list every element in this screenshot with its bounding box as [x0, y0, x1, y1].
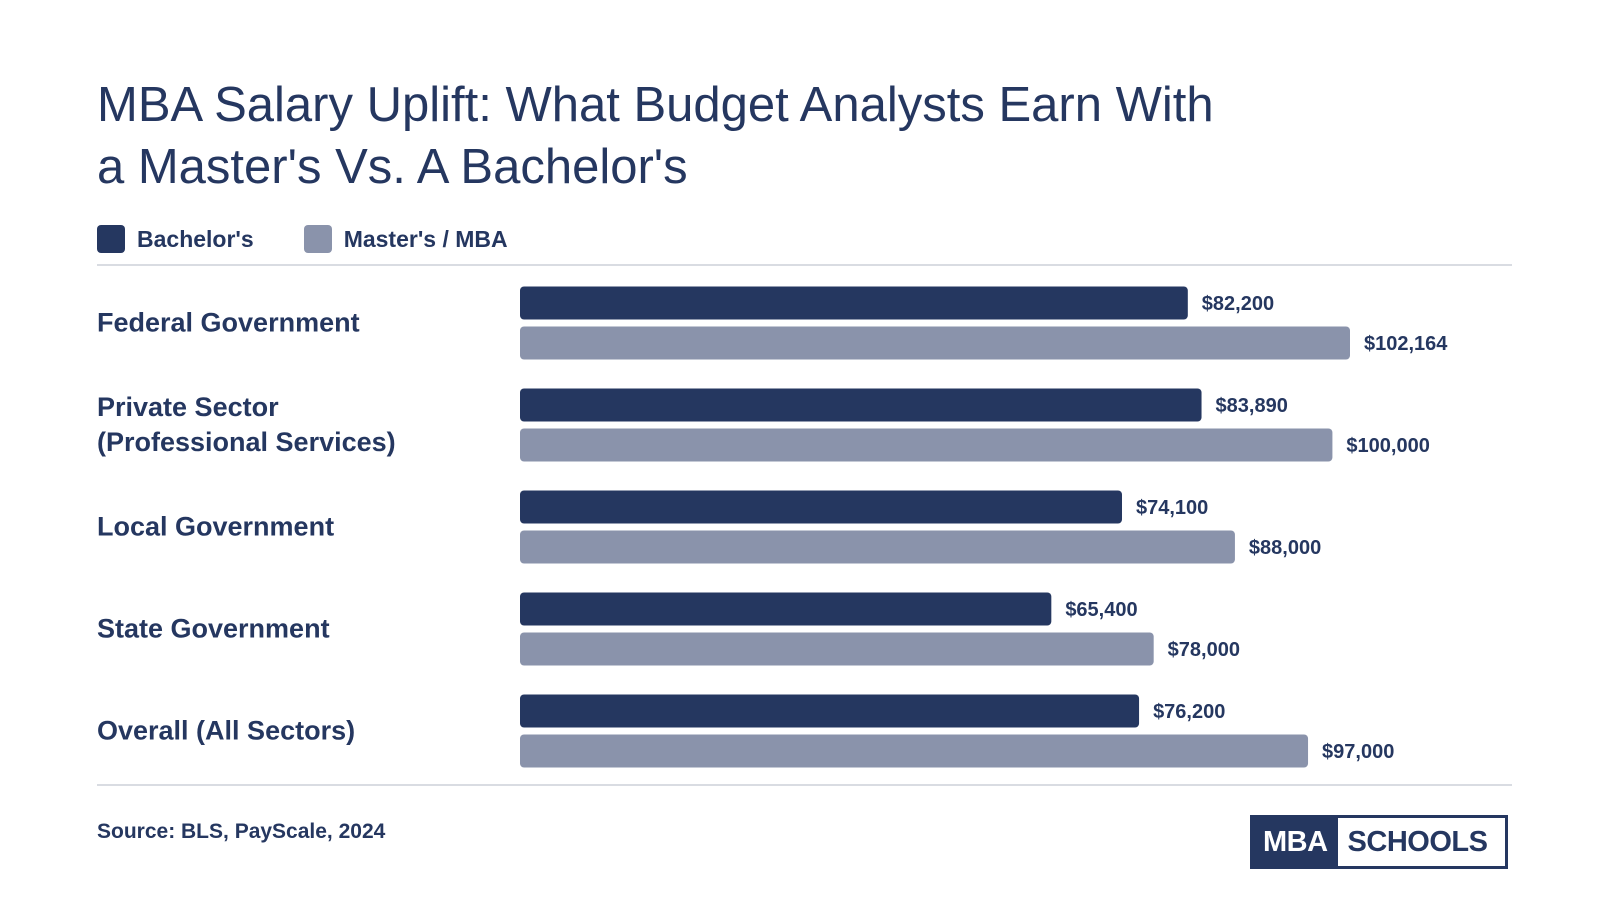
data-label-bachelors: $74,100: [1136, 497, 1208, 519]
data-label-masters: $102,164: [1364, 333, 1448, 355]
category-label-line: State Government: [97, 613, 330, 644]
bottom-divider: [97, 784, 1512, 786]
legend-label-bachelors: Bachelor's: [137, 225, 254, 252]
bar-masters: [520, 734, 1309, 768]
chart-title-line-1: MBA Salary Uplift: What Budget Analysts …: [97, 78, 1214, 132]
data-label-masters: $78,000: [1168, 639, 1240, 661]
data-label-bachelors: $82,200: [1202, 293, 1274, 315]
category-label: Overall (All Sectors): [97, 714, 497, 749]
top-divider: [97, 264, 1512, 266]
logo-mba: MBA: [1253, 818, 1338, 866]
mba-schools-logo: MBA SCHOOLS: [1250, 815, 1508, 869]
bar-bachelors: [520, 388, 1202, 422]
source-note: Source: BLS, PayScale, 2024: [97, 820, 386, 843]
bar-masters: [520, 428, 1333, 462]
chart-title: MBA Salary Uplift: What Budget Analysts …: [97, 74, 1397, 198]
chart-title-line-2: a Master's Vs. A Bachelor's: [97, 140, 688, 194]
category-label: Federal Government: [97, 306, 497, 341]
category-label-line: Private Sector: [97, 392, 279, 422]
category-label: Private Sector (Professional Services): [97, 390, 497, 460]
bar-masters: [520, 326, 1350, 360]
logo-schools: SCHOOLS: [1347, 825, 1488, 858]
legend-swatch-bachelors: [97, 225, 125, 253]
category-label: State Government: [97, 612, 497, 647]
category-label-line: Local Government: [97, 511, 335, 542]
bar-masters: [520, 632, 1154, 666]
category-label-line: Federal Government: [97, 307, 360, 338]
bar-bachelors: [520, 694, 1140, 728]
bar-bachelors: [520, 592, 1052, 626]
legend-label-masters: Master's / MBA: [343, 225, 508, 252]
data-label-bachelors: $76,200: [1153, 701, 1225, 723]
data-label-bachelors: $65,400: [1065, 599, 1137, 621]
category-label-line: Overall (All Sectors): [97, 715, 356, 746]
legend-item-masters: Master's / MBA: [303, 225, 508, 253]
legend-item-bachelors: Bachelor's: [97, 225, 254, 253]
bar-masters: [520, 530, 1235, 564]
data-label-bachelors: $83,890: [1216, 395, 1288, 417]
chart-legend: Bachelor's Master's / MBA: [97, 225, 558, 253]
data-label-masters: $88,000: [1249, 537, 1321, 559]
legend-swatch-masters: [303, 225, 332, 253]
category-label-line: (Professional Services): [97, 427, 396, 457]
data-label-masters: $97,000: [1322, 741, 1394, 763]
bar-bachelors: [520, 490, 1123, 524]
data-label-masters: $100,000: [1346, 435, 1429, 457]
category-label: Local Government: [97, 510, 497, 545]
bar-bachelors: [520, 286, 1188, 320]
